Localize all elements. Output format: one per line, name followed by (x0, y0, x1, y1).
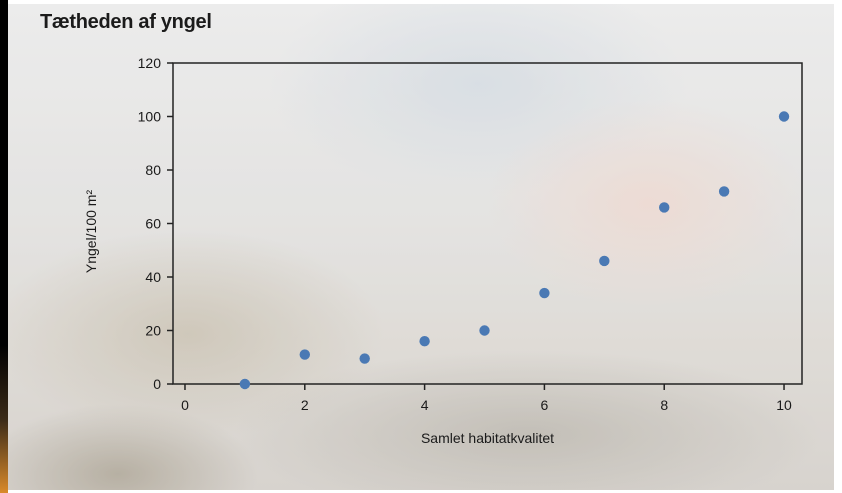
x-tick-label: 10 (776, 397, 792, 413)
background-photo (8, 4, 834, 490)
plot-frame (172, 62, 803, 385)
y-tick-label: 40 (145, 269, 161, 285)
data-point (479, 325, 490, 336)
x-tick-label: 6 (541, 397, 549, 413)
y-tick-label: 20 (145, 323, 161, 339)
x-tick-label: 4 (421, 397, 429, 413)
data-point (359, 353, 370, 364)
left-edge (0, 0, 8, 493)
background-wash (8, 4, 834, 490)
data-point (239, 378, 251, 390)
x-tick-label: 8 (660, 397, 668, 413)
data-point (778, 111, 790, 122)
data-point (299, 349, 310, 360)
data-point (659, 202, 670, 213)
data-point (718, 186, 730, 197)
y-tick-label: 0 (153, 376, 161, 392)
data-point (539, 287, 550, 299)
chart-title: Tætheden af yngel (40, 11, 212, 33)
y-tick-label: 120 (138, 55, 162, 71)
x-tick-label: 0 (181, 397, 189, 413)
y-tick-label: 100 (138, 109, 162, 125)
y-tick-label: 80 (145, 162, 161, 178)
x-axis-label: Samlet habitatkvalitet (421, 430, 554, 446)
data-point (599, 255, 610, 267)
data-point (419, 336, 430, 347)
y-axis-label: Yngel/100 m² (83, 190, 99, 274)
x-tick-label: 2 (301, 397, 309, 413)
y-tick-label: 60 (145, 216, 161, 232)
